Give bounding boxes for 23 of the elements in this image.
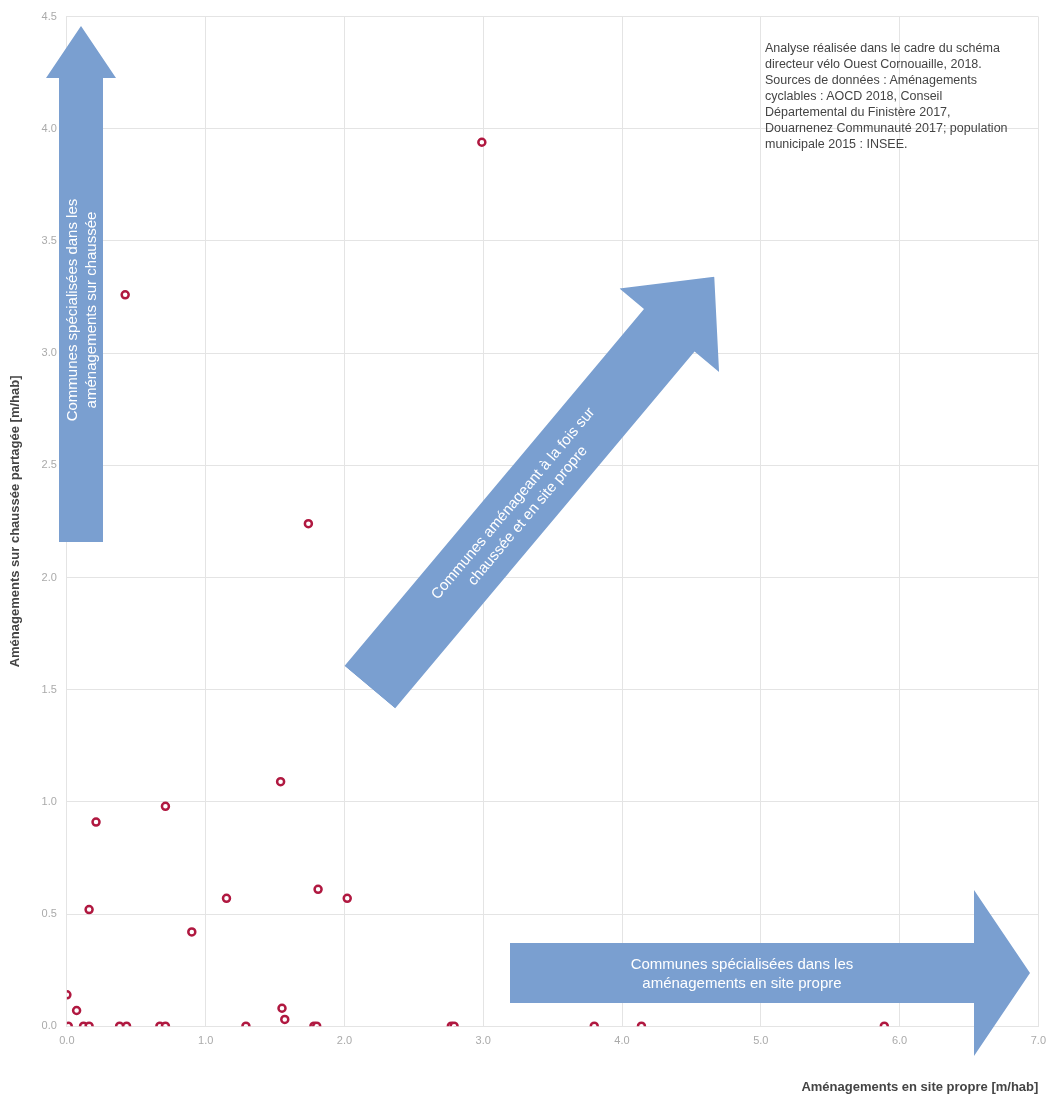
y-tick-label: 0.5 bbox=[41, 907, 57, 920]
y-tick-label: 2.5 bbox=[41, 458, 57, 471]
x-tick-label: 4.0 bbox=[614, 1033, 630, 1046]
annotation: Analyse réalisée dans le cadre du schéma directeur vélo Ouest Cornouaille, 2018. Sources de données : Aménagements cyclables : AOCD 2018, Conseil Départemental du Finistère 2017, Douarnenez Communauté 2017; population municipale 2015 : INSEE. bbox=[765, 40, 1009, 152]
annotation: Communes spécialisées dans les aménagements sur chaussée bbox=[62, 197, 100, 424]
x-tick-label: 2.0 bbox=[336, 1033, 353, 1046]
annotation: Communes spécialisées dans les aménagements en site propre bbox=[629, 954, 855, 993]
x-tick-label: 0.0 bbox=[59, 1033, 75, 1046]
x-tick-label: 3.0 bbox=[475, 1033, 491, 1046]
y-tick-label: 4.5 bbox=[41, 9, 57, 22]
y-tick-label: 1.5 bbox=[41, 682, 57, 695]
x-tick-label: 7.0 bbox=[1030, 1033, 1046, 1046]
x-axis-title: Aménagements en site propre [m/hab] bbox=[801, 1078, 1039, 1094]
y-tick-label: 0.0 bbox=[41, 1019, 57, 1032]
y-tick-label: 3.5 bbox=[41, 233, 57, 246]
x-tick-label: 1.0 bbox=[198, 1033, 214, 1046]
y-tick-label: 4.0 bbox=[41, 121, 57, 134]
y-tick-label: 3.0 bbox=[41, 346, 57, 359]
x-tick-label: 6.0 bbox=[891, 1033, 908, 1046]
y-tick-label: 1.0 bbox=[41, 794, 57, 807]
x-tick-label: 5.0 bbox=[753, 1033, 769, 1046]
y-axis-title: Aménagements sur chaussée partagée [m/hab] bbox=[7, 375, 23, 668]
y-tick-label: 2.0 bbox=[41, 570, 57, 583]
